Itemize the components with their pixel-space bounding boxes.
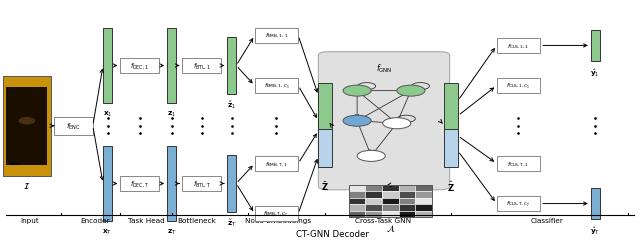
Bar [399,211,415,218]
Bar [349,198,365,204]
Bar [365,198,382,204]
Bar [382,204,399,211]
Bar [182,58,221,74]
Text: $f_{\mathrm{ENC}}$: $f_{\mathrm{ENC}}$ [67,121,81,131]
Bar [167,29,176,104]
Bar [399,185,415,192]
Bar [591,188,600,220]
Text: Input: Input [20,217,40,223]
Text: $f_{\mathrm{BTL,1}}$: $f_{\mathrm{BTL,1}}$ [193,61,211,71]
Bar [103,146,112,221]
FancyBboxPatch shape [319,52,449,190]
Text: $f_{\mathrm{CLS,1,}C_1}$: $f_{\mathrm{CLS,1,}C_1}$ [506,82,531,91]
Text: $\mathcal{I}$: $\mathcal{I}$ [23,181,31,191]
Bar [349,185,432,218]
Text: $\mathbf{z}_1$: $\mathbf{z}_1$ [167,110,176,119]
Text: $f_{\mathrm{EMB,1,1}}$: $f_{\mathrm{EMB,1,1}}$ [265,32,288,40]
Bar [255,79,298,94]
Bar [349,185,365,192]
Text: $\mathbf{x}_1$: $\mathbf{x}_1$ [103,110,112,119]
Text: CT-GNN Decoder: CT-GNN Decoder [296,229,369,238]
Text: $f_{\mathrm{CLS,T,}C_T}$: $f_{\mathrm{CLS,T,}C_T}$ [506,199,531,208]
Circle shape [357,151,385,162]
Circle shape [383,118,411,129]
Bar [10,164,20,165]
Bar [399,198,415,204]
Text: $\hat{\mathbf{Z}}$: $\hat{\mathbf{Z}}$ [447,179,455,194]
Bar [227,156,236,212]
Circle shape [343,116,371,127]
Text: Cross-Task GNN: Cross-Task GNN [355,217,411,223]
Text: Encoder: Encoder [80,217,109,223]
Bar [497,79,540,94]
Bar [227,38,236,94]
Bar [365,192,382,198]
Text: Node Embeddings: Node Embeddings [245,217,312,223]
Bar [182,176,221,192]
Bar [382,192,399,198]
Bar [365,211,382,218]
Bar [445,84,458,139]
Text: $\bar{\mathbf{Z}}$: $\bar{\mathbf{Z}}$ [321,180,329,192]
Text: $f_{\mathrm{DEC,T}}$: $f_{\mathrm{DEC,T}}$ [130,179,149,189]
Text: $\mathcal{A}$: $\mathcal{A}$ [386,223,395,233]
Bar [399,192,415,198]
Text: $\tilde{\mathbf{z}}_1$: $\tilde{\mathbf{z}}_1$ [227,99,236,110]
Text: $\mathbf{x}_T$: $\mathbf{x}_T$ [102,227,113,236]
Bar [6,87,47,165]
Text: Task Head: Task Head [127,217,164,223]
Bar [399,204,415,211]
Circle shape [343,86,371,97]
Circle shape [19,118,35,124]
Bar [497,156,540,171]
Bar [445,129,458,167]
Bar [415,192,432,198]
Bar [120,58,159,74]
Text: $\mathbf{z}_T$: $\mathbf{z}_T$ [166,227,177,236]
Bar [103,29,112,104]
Circle shape [397,86,425,97]
Text: Bottleneck: Bottleneck [177,217,216,223]
Bar [382,211,399,218]
Text: $f_{\mathrm{EMB,1,}C_1}$: $f_{\mathrm{EMB,1,}C_1}$ [264,82,289,91]
Bar [319,84,332,139]
Text: $\tilde{\mathbf{z}}_T$: $\tilde{\mathbf{z}}_T$ [227,217,237,228]
Bar [255,29,298,44]
Text: $f_{\mathrm{DEC,1}}$: $f_{\mathrm{DEC,1}}$ [130,61,149,71]
Bar [255,156,298,171]
Bar [54,117,93,135]
Text: $f_{\mathrm{EMB,T,1}}$: $f_{\mathrm{EMB,T,1}}$ [265,160,288,168]
Bar [349,204,365,211]
Bar [365,185,382,192]
Bar [319,129,332,167]
Bar [255,206,298,221]
Text: $f_{\mathrm{GNN}}$: $f_{\mathrm{GNN}}$ [376,62,392,75]
Bar [365,204,382,211]
Bar [120,176,159,192]
Text: $f_{\mathrm{CLS,1,1}}$: $f_{\mathrm{CLS,1,1}}$ [508,42,529,50]
Bar [415,198,432,204]
Text: $\hat{\mathbf{y}}_1$: $\hat{\mathbf{y}}_1$ [591,67,600,78]
Text: $f_{\mathrm{EMB,T,}C_T}$: $f_{\mathrm{EMB,T,}C_T}$ [264,209,289,218]
Bar [591,30,600,62]
Text: $\hat{\mathbf{y}}_T$: $\hat{\mathbf{y}}_T$ [590,224,600,236]
Bar [3,76,51,176]
Bar [167,146,176,221]
Bar [382,185,399,192]
Bar [497,196,540,211]
Bar [415,185,432,192]
Bar [415,204,432,211]
Bar [349,192,365,198]
Bar [415,211,432,218]
Text: $f_{\mathrm{CLS,T,1}}$: $f_{\mathrm{CLS,T,1}}$ [508,160,529,168]
Text: Classifier: Classifier [531,217,564,223]
Bar [382,198,399,204]
Bar [497,39,540,54]
Text: $f_{\mathrm{BTL,T}}$: $f_{\mathrm{BTL,T}}$ [193,179,211,189]
Bar [349,211,365,218]
